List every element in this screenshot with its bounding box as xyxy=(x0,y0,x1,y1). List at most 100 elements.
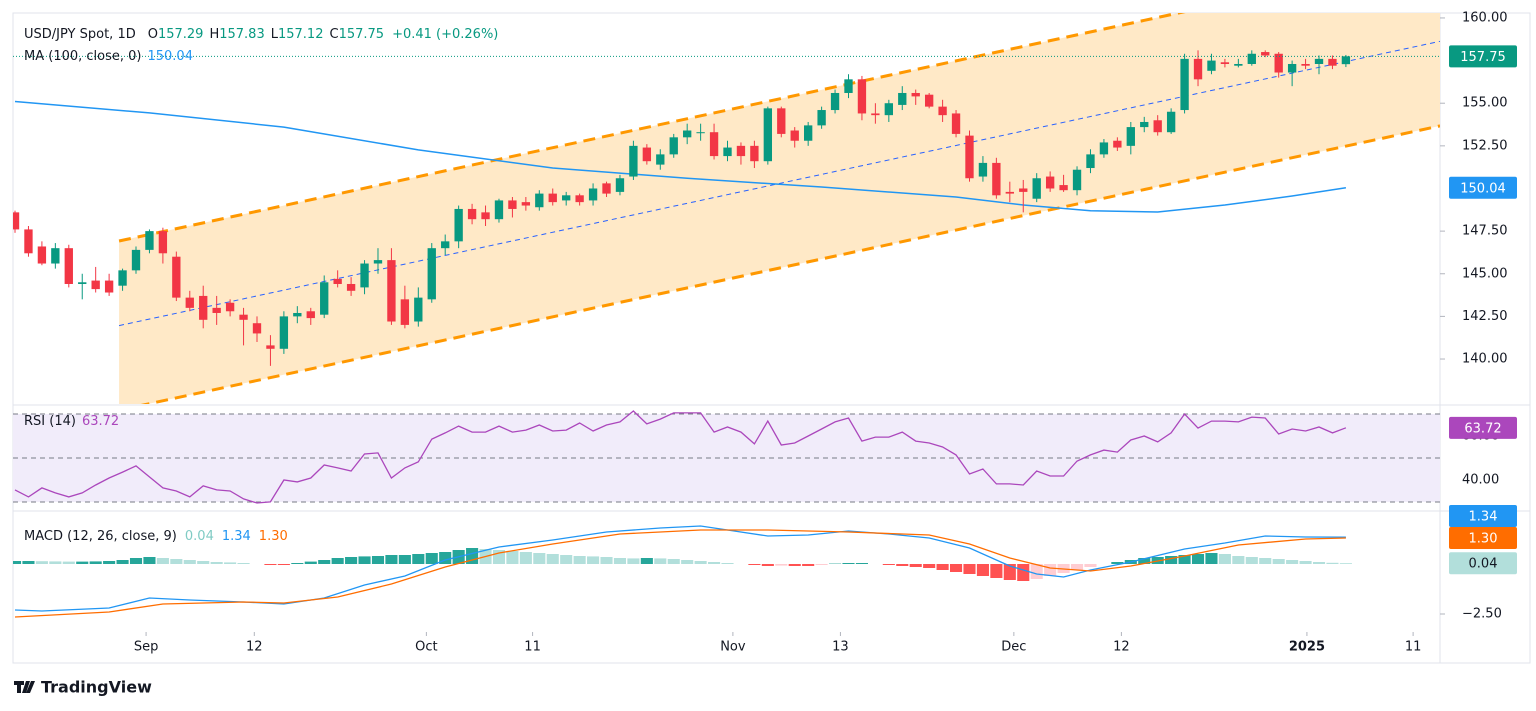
rsi-value-label: 63.72 xyxy=(1464,421,1501,436)
candle-body xyxy=(252,323,262,334)
ohlc-label: C xyxy=(329,27,338,42)
macd-histogram-bar xyxy=(116,560,129,564)
macd-histogram-bar xyxy=(264,564,277,565)
candle-body xyxy=(494,200,504,220)
macd-histogram-bar xyxy=(506,551,519,564)
macd-histogram-bar xyxy=(533,553,546,564)
macd-histogram-bar xyxy=(1259,558,1272,564)
candle-body xyxy=(279,316,289,349)
candle-body xyxy=(575,195,584,203)
candle-body xyxy=(225,302,235,312)
macd-histogram-bar xyxy=(587,556,600,564)
candle-body xyxy=(656,154,665,165)
candle-body xyxy=(736,145,746,157)
candle-body xyxy=(642,147,652,162)
macd-histogram-bar xyxy=(331,558,344,564)
candle-body xyxy=(104,280,114,293)
macd-histogram-bar xyxy=(62,561,75,564)
change: +0.41 (+0.26%) xyxy=(392,27,498,42)
candle-body xyxy=(400,299,410,325)
candle-body xyxy=(777,108,786,134)
macd-histogram-bar xyxy=(1030,564,1043,579)
macd-histogram-bar xyxy=(694,561,707,564)
candle-body xyxy=(884,103,893,116)
title: USD/JPY Spot, 1D xyxy=(24,27,136,42)
ma-value: 150.04 xyxy=(147,49,193,64)
macd-value: 1.34 xyxy=(222,529,251,544)
macd-histogram-bar xyxy=(156,558,169,564)
candle-body xyxy=(1072,169,1082,191)
candle-body xyxy=(588,188,598,201)
macd-histogram-bar xyxy=(103,561,116,564)
logo: TradingView xyxy=(14,678,152,697)
candle-body xyxy=(118,270,127,286)
macd-histogram-bar xyxy=(143,557,156,564)
x-tick-label: 11 xyxy=(524,640,541,655)
candle-body xyxy=(64,248,73,284)
macd-histogram-bar xyxy=(1003,564,1016,580)
candle-body xyxy=(131,249,141,271)
candle-body xyxy=(709,132,719,157)
histogram-value: 0.04 xyxy=(185,529,214,544)
macd-histogram-bar xyxy=(600,557,613,564)
candle-body xyxy=(723,147,732,157)
x-tick-label: Dec xyxy=(1001,640,1026,655)
macd-histogram-bar xyxy=(640,558,653,564)
last-price-label-box xyxy=(1449,45,1517,68)
macd-histogram-bar xyxy=(842,563,855,564)
macd-histogram-bar xyxy=(936,564,949,570)
macd-histogram-bar xyxy=(748,564,761,565)
macd-value-label: 1.34 xyxy=(1469,510,1498,525)
channel-line xyxy=(140,124,1440,404)
macd-histogram-bar xyxy=(1232,556,1245,564)
macd-histogram-bar xyxy=(398,555,411,564)
rsi-line xyxy=(14,410,1347,504)
x-tick-label: Oct xyxy=(415,640,437,655)
macd-histogram-bar xyxy=(13,561,22,564)
macd-histogram-bar xyxy=(412,554,425,564)
macd-histogram-bar xyxy=(76,561,89,564)
macd-histogram-bar xyxy=(882,564,895,565)
header: USD/JPY Spot, 1D O157.29 H157.83 L157.12 C15… xyxy=(24,27,498,42)
candle-body xyxy=(212,307,221,313)
candle-body xyxy=(1301,63,1310,66)
ohlc-value: 157.29 xyxy=(158,27,204,42)
last-price-label: 157.75 xyxy=(1460,50,1506,65)
candle-body xyxy=(1274,53,1283,73)
rsi-pane xyxy=(13,410,1440,504)
macd-histogram-bar xyxy=(654,558,667,564)
macd-histogram-bar xyxy=(22,561,35,564)
candle-body xyxy=(320,282,329,315)
candle-body xyxy=(938,106,947,116)
candle-body xyxy=(441,241,450,249)
macd-histogram-bar xyxy=(855,563,868,564)
candle-body xyxy=(1032,178,1041,199)
plot-layer: 140.00 142.50 145.00 147.50 152.50 155.00 160.… xyxy=(13,10,1517,655)
macd-histogram-bar xyxy=(1312,562,1326,564)
candle-body xyxy=(373,260,383,264)
macd-histogram-bar xyxy=(49,561,62,564)
channel-fill xyxy=(119,13,1440,404)
candle-body xyxy=(521,202,531,206)
macd-histogram-bar xyxy=(183,560,196,564)
candle-body xyxy=(548,193,557,203)
candle-body xyxy=(790,130,799,141)
macd-histogram-bar xyxy=(815,564,828,565)
candle-body xyxy=(1019,188,1028,192)
candle-body xyxy=(185,297,194,308)
y-tick-label: 145.00 xyxy=(1462,266,1508,281)
macd-histogram-bar xyxy=(896,564,909,566)
candle-body xyxy=(669,137,678,155)
candle-body xyxy=(992,162,1001,196)
macd-histogram-bar xyxy=(466,548,479,564)
macd-histogram-bar xyxy=(802,564,815,566)
rsi-tick-label: 40.00 xyxy=(1462,472,1499,487)
macd-histogram-bar xyxy=(909,564,922,567)
y-tick-label: 152.50 xyxy=(1462,138,1508,153)
rsi-header: RSI (14) 63.72 xyxy=(24,414,119,429)
candle-body xyxy=(24,229,33,254)
macd-histogram-bar xyxy=(1218,554,1231,564)
rsi-value-label-box xyxy=(1449,416,1517,439)
macd-tick-label: −2.50 xyxy=(1462,607,1502,622)
candle-body xyxy=(844,79,853,93)
